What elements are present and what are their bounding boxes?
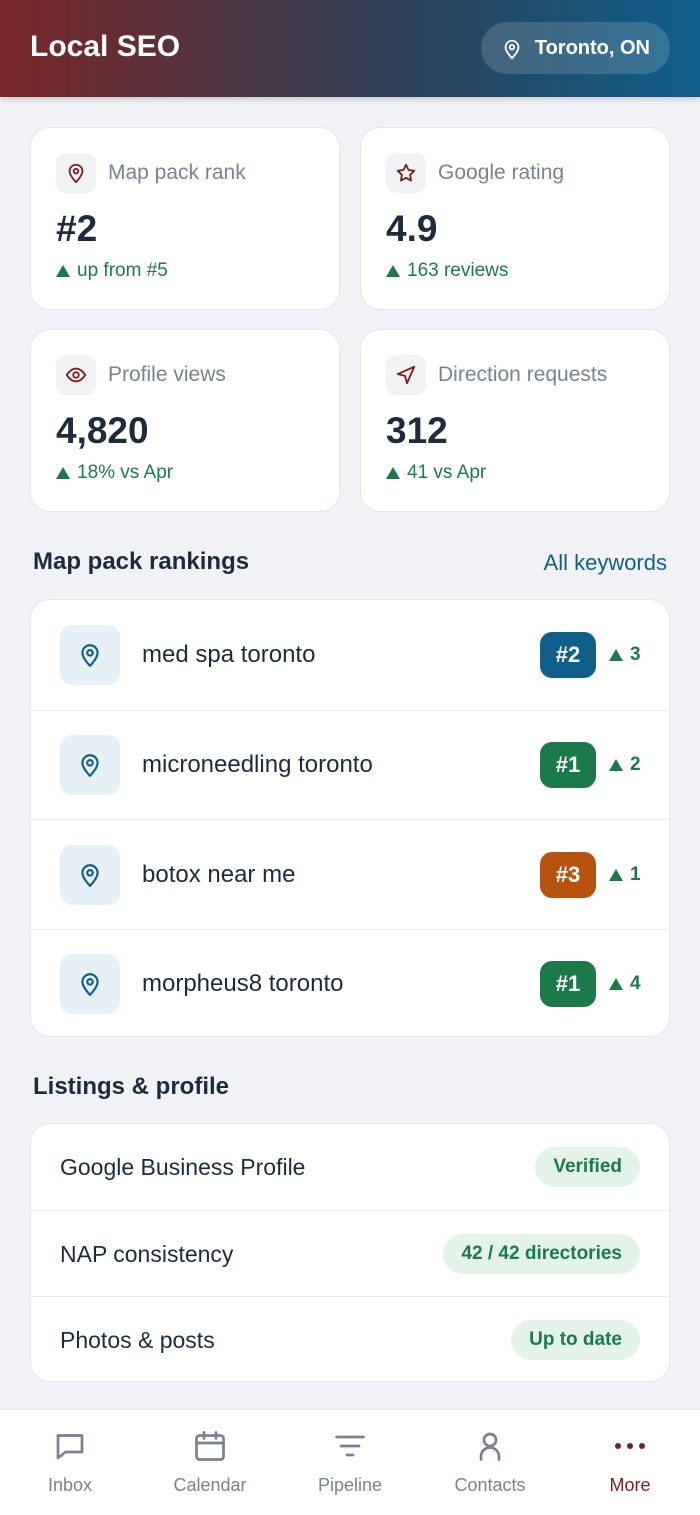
listings-card: Google Business Profile Verified NAP consi…: [30, 1123, 670, 1382]
keyword-icon: [60, 735, 120, 795]
rank-change-value: 2: [630, 754, 641, 775]
stat-card: Map pack rank #2 up from #5: [30, 127, 340, 310]
stat-icon: [56, 355, 96, 395]
ranking-row: botox near me #3 1: [31, 819, 669, 929]
status-pill: Up to date: [511, 1320, 640, 1360]
stat-delta: 18% vs Apr: [56, 462, 173, 484]
stat-card: Direction requests 312 41 vs Apr: [360, 329, 670, 512]
stat-icon: [386, 355, 426, 395]
stat-delta-text: 163 reviews: [407, 260, 509, 281]
rank-change: 4: [609, 973, 641, 995]
rank-badge: #3: [540, 851, 596, 898]
rank-change-value: 3: [630, 643, 641, 665]
keyword-icon: [60, 624, 120, 685]
nav-item[interactable]: Calendar: [140, 1410, 280, 1515]
keyword: microneedling toronto: [142, 751, 373, 778]
stat-value: 4.9: [386, 208, 438, 249]
bottom-nav: Inbox Calendar Pipeline Contacts More: [0, 1409, 700, 1515]
nav-label: Contacts: [454, 1475, 526, 1495]
nav-icon: [472, 1428, 508, 1464]
rankings-card: med spa toronto #2 3 microneedling toronto #…: [30, 599, 670, 1037]
rank-change: 1: [609, 864, 641, 886]
nav-item[interactable]: Inbox: [0, 1410, 140, 1515]
rank-badge: #1: [540, 742, 596, 788]
status-pill: 42 / 42 directories: [443, 1234, 640, 1274]
stat-delta-text: 41 vs Apr: [407, 462, 487, 483]
stat-delta: up from #5: [56, 260, 168, 282]
nav-label: More: [609, 1475, 651, 1495]
stat-icon: [56, 153, 96, 193]
rank-badge: #2: [540, 631, 596, 678]
stat-label: Map pack rank: [108, 161, 246, 184]
nav-label: Calendar: [173, 1475, 247, 1495]
ranking-row: microneedling toronto #1 2: [31, 709, 669, 820]
stat-delta-text: 18% vs Apr: [77, 462, 174, 483]
rank-badge: #1: [540, 961, 596, 1007]
stat-label: Profile views: [108, 363, 226, 386]
nav-label: Inbox: [47, 1475, 93, 1495]
listing-row: Photos & posts Up to date: [31, 1296, 669, 1381]
stat-card: Profile views 4,820 18% vs Apr: [30, 329, 340, 512]
ranking-row: morpheus8 toronto #1 4: [31, 928, 669, 1037]
stat-value: #2: [56, 208, 98, 249]
page-title: Local SEO: [30, 30, 181, 63]
listing-label: NAP consistency: [60, 1240, 234, 1267]
header: Local SEO Toronto, ON: [0, 0, 700, 97]
rank-change-value: 4: [630, 973, 641, 994]
stat-label: Direction requests: [438, 363, 608, 386]
section-title: Map pack rankings: [33, 548, 250, 575]
location-label: Toronto, ON: [534, 37, 650, 59]
nav-item[interactable]: More: [560, 1410, 700, 1515]
section-title: Listings & profile: [33, 1073, 230, 1100]
stat-icon: [386, 153, 426, 193]
listing-row: Google Business Profile Verified: [31, 1124, 669, 1210]
ranking-row: med spa toronto #2 3: [31, 600, 669, 709]
stat-value: 4,820: [56, 410, 149, 451]
location-button[interactable]: Toronto, ON: [480, 22, 670, 74]
nav-icon: [52, 1428, 88, 1464]
stat-delta: 163 reviews: [386, 260, 508, 282]
stat-label: Google rating: [438, 161, 565, 184]
keyword: botox near me: [142, 860, 296, 888]
nav-icon: [612, 1428, 648, 1464]
status-pill: Verified: [535, 1147, 640, 1187]
nav-item[interactable]: Pipeline: [280, 1410, 420, 1515]
rank-change: 3: [609, 644, 641, 666]
nav-item[interactable]: Contacts: [420, 1410, 560, 1515]
nav-icon: [332, 1428, 368, 1464]
listing-label: Photos & posts: [60, 1326, 215, 1353]
listing-row: NAP consistency 42 / 42 directories: [31, 1210, 669, 1297]
listing-label: Google Business Profile: [60, 1153, 306, 1180]
keyword-icon: [60, 844, 120, 905]
all-keywords-link[interactable]: All keywords: [543, 550, 667, 575]
keyword: morpheus8 toronto: [142, 970, 344, 997]
stat-card: Google rating 4.9 163 reviews: [360, 127, 670, 310]
nav-label: Pipeline: [317, 1475, 383, 1495]
keyword: med spa toronto: [142, 640, 316, 668]
keyword-icon: [60, 954, 120, 1014]
nav-icon: [192, 1428, 228, 1464]
stat-value: 312: [386, 410, 448, 451]
stat-delta: 41 vs Apr: [386, 462, 486, 484]
rank-change-value: 1: [630, 863, 641, 885]
stat-delta-text: up from #5: [77, 260, 168, 281]
rank-change: 2: [609, 754, 641, 776]
